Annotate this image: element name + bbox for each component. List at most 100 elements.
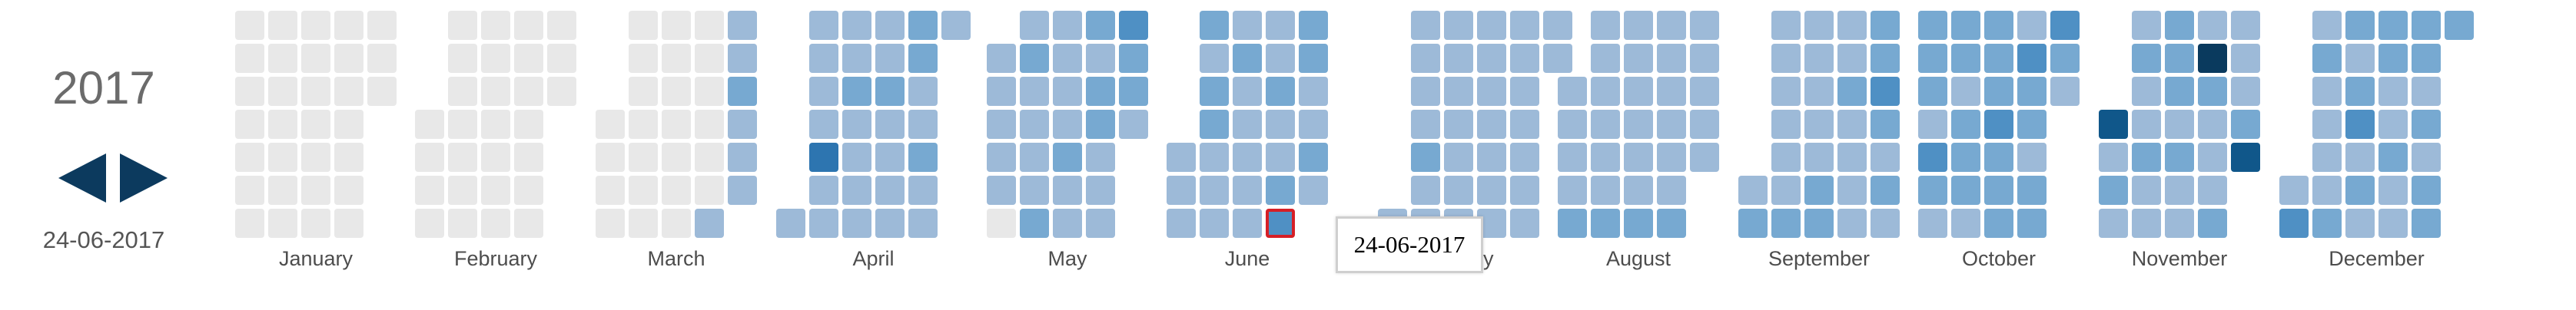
day-cell[interactable] [1233, 44, 1262, 73]
day-cell[interactable] [2099, 143, 2128, 172]
day-cell[interactable] [1444, 44, 1473, 73]
day-cell[interactable] [1119, 77, 1148, 106]
day-cell[interactable] [1771, 143, 1801, 172]
day-cell[interactable] [301, 44, 330, 73]
day-cell[interactable] [1984, 143, 2013, 172]
day-cell[interactable] [2231, 77, 2260, 106]
day-cell[interactable] [1444, 77, 1473, 106]
day-cell[interactable] [1804, 110, 1834, 139]
day-cell[interactable] [1086, 11, 1115, 40]
day-cell[interactable] [1299, 77, 1328, 106]
day-cell[interactable] [728, 110, 757, 139]
day-cell[interactable] [301, 176, 330, 205]
day-cell[interactable] [2412, 143, 2441, 172]
day-cell[interactable] [301, 110, 330, 139]
day-cell[interactable] [1837, 209, 1867, 238]
day-cell[interactable] [1771, 209, 1801, 238]
day-cell[interactable] [2312, 143, 2342, 172]
day-cell[interactable] [1837, 143, 1867, 172]
day-cell[interactable] [1771, 11, 1801, 40]
day-cell[interactable] [2165, 77, 2194, 106]
day-cell[interactable] [1086, 176, 1115, 205]
day-cell[interactable] [1510, 176, 1539, 205]
day-cell[interactable] [908, 110, 938, 139]
day-cell[interactable] [547, 77, 576, 106]
day-cell[interactable] [1119, 44, 1148, 73]
day-cell[interactable] [1020, 77, 1049, 106]
day-cell[interactable] [2165, 176, 2194, 205]
day-cell[interactable] [2345, 143, 2375, 172]
day-cell[interactable] [842, 77, 871, 106]
day-cell[interactable] [1233, 110, 1262, 139]
day-cell[interactable] [1558, 77, 1587, 106]
day-cell[interactable] [596, 176, 625, 205]
day-cell[interactable] [1086, 209, 1115, 238]
day-cell[interactable] [2050, 11, 2080, 40]
day-cell[interactable] [2312, 176, 2342, 205]
day-cell[interactable] [1411, 143, 1440, 172]
day-cell[interactable] [1657, 77, 1686, 106]
day-cell[interactable] [1411, 176, 1440, 205]
day-cell[interactable] [1020, 110, 1049, 139]
day-cell[interactable] [481, 176, 510, 205]
day-cell[interactable] [2279, 209, 2309, 238]
day-cell[interactable] [2412, 110, 2441, 139]
day-cell[interactable] [842, 110, 871, 139]
day-cell[interactable] [1690, 77, 1719, 106]
day-cell[interactable] [1918, 77, 1947, 106]
day-cell[interactable] [695, 110, 724, 139]
day-cell[interactable] [1804, 176, 1834, 205]
day-cell[interactable] [2312, 209, 2342, 238]
day-cell[interactable] [1411, 11, 1440, 40]
day-cell[interactable] [1020, 11, 1049, 40]
day-cell[interactable] [481, 44, 510, 73]
day-cell[interactable] [1837, 11, 1867, 40]
day-cell[interactable] [1871, 11, 1900, 40]
day-cell[interactable] [2412, 176, 2441, 205]
day-cell[interactable] [1053, 176, 1082, 205]
day-cell[interactable] [1837, 44, 1867, 73]
day-cell[interactable] [1233, 176, 1262, 205]
day-cell[interactable] [2198, 176, 2227, 205]
day-cell[interactable] [2279, 176, 2309, 205]
day-cell[interactable] [662, 44, 691, 73]
day-cell[interactable] [2312, 77, 2342, 106]
day-cell[interactable] [1591, 209, 1620, 238]
day-cell[interactable] [1591, 11, 1620, 40]
day-cell[interactable] [662, 209, 691, 238]
day-cell[interactable] [514, 110, 543, 139]
day-cell[interactable] [235, 44, 264, 73]
day-cell[interactable] [809, 176, 838, 205]
day-cell[interactable] [334, 110, 363, 139]
day-cell[interactable] [481, 209, 510, 238]
day-cell[interactable] [908, 143, 938, 172]
day-cell[interactable] [2412, 209, 2441, 238]
day-cell[interactable] [235, 209, 264, 238]
day-cell[interactable] [514, 143, 543, 172]
day-cell[interactable] [1624, 209, 1653, 238]
day-cell[interactable] [1266, 176, 1295, 205]
day-cell[interactable] [695, 176, 724, 205]
day-cell[interactable] [842, 176, 871, 205]
day-cell[interactable] [1119, 110, 1148, 139]
day-cell[interactable] [268, 11, 297, 40]
day-cell[interactable] [662, 11, 691, 40]
day-cell[interactable] [1266, 110, 1295, 139]
day-cell[interactable] [629, 11, 658, 40]
day-cell[interactable] [2231, 143, 2260, 172]
day-cell[interactable] [2345, 77, 2375, 106]
day-cell[interactable] [2050, 77, 2080, 106]
day-cell[interactable] [1738, 176, 1768, 205]
day-cell[interactable] [1543, 44, 1572, 73]
day-cell[interactable] [1657, 11, 1686, 40]
day-cell[interactable] [1657, 176, 1686, 205]
day-cell[interactable] [1020, 176, 1049, 205]
day-cell[interactable] [1984, 11, 2013, 40]
day-cell[interactable] [1624, 11, 1653, 40]
day-cell[interactable] [809, 110, 838, 139]
day-cell[interactable] [875, 44, 905, 73]
day-cell[interactable] [2165, 209, 2194, 238]
day-cell[interactable] [987, 77, 1016, 106]
day-cell[interactable] [728, 77, 757, 106]
day-cell[interactable] [448, 209, 477, 238]
